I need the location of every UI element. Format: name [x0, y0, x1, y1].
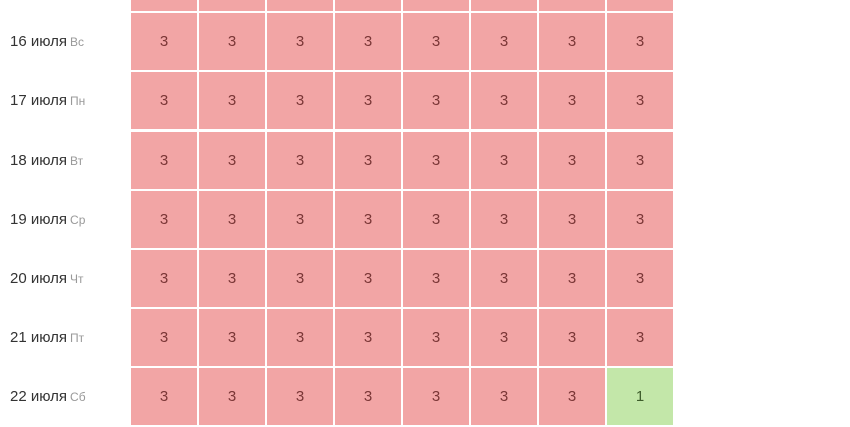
table-row: 21 июля Пт 3 3 3 3 3 3 3 3 — [0, 308, 680, 368]
slot-cell[interactable]: 3 — [198, 0, 266, 12]
slot-cell[interactable]: 3 — [606, 0, 674, 12]
slot-cell[interactable]: 3 — [538, 130, 606, 190]
table-row: 18 июля Вт 3 3 3 3 3 3 3 3 — [0, 130, 680, 190]
slot-cell[interactable]: 3 — [198, 12, 266, 72]
slot-cell[interactable]: 3 — [606, 308, 674, 368]
date-text: 16 июля — [10, 33, 68, 51]
slot-cell[interactable]: 3 — [266, 189, 334, 249]
date-text: 20 июля — [10, 270, 68, 287]
slot-cell[interactable]: 3 — [538, 249, 606, 308]
slot-cell[interactable]: 3 — [266, 12, 334, 72]
slot-cell[interactable]: 3 — [198, 308, 266, 368]
slot-cell[interactable]: 3 — [130, 12, 198, 72]
date-text: 21 июля — [10, 329, 68, 347]
date-label: 16 июля Вс — [0, 12, 128, 71]
slot-cell[interactable]: 3 — [130, 308, 198, 368]
date-label: 19 июля Ср — [0, 190, 128, 249]
slot-cell[interactable]: 3 — [606, 189, 674, 249]
date-label: 20 июля Чт — [0, 249, 128, 308]
slot-cell[interactable]: 3 — [198, 249, 266, 308]
slot-cell[interactable]: 3 — [130, 0, 198, 12]
slot-cell[interactable]: 3 — [198, 189, 266, 249]
slot-cell[interactable]: 3 — [266, 308, 334, 368]
weekday-text: Чт — [70, 272, 84, 286]
date-label: 21 июля Пт — [0, 308, 128, 367]
table-row: 19 июля Ср 3 3 3 3 3 3 3 3 — [0, 189, 680, 249]
weekday-text: Пн — [70, 94, 86, 109]
slot-cell[interactable]: 3 — [334, 367, 402, 427]
slot-cell[interactable]: 3 — [470, 12, 538, 72]
table-row: 20 июля Чт 3 3 3 3 3 3 3 3 — [0, 249, 680, 308]
table-row: 17 июля Пн 3 3 3 3 3 3 3 3 — [0, 71, 680, 131]
date-label: 17 июля Пн — [0, 71, 128, 130]
slot-cell[interactable]: 3 — [130, 249, 198, 308]
slot-cell[interactable]: 3 — [538, 12, 606, 72]
slot-cell[interactable]: 3 — [402, 249, 470, 308]
slot-cell[interactable]: 3 — [402, 367, 470, 427]
slot-cell[interactable]: 3 — [606, 130, 674, 190]
slot-cell[interactable]: 3 — [606, 249, 674, 308]
date-text: 22 июля — [10, 388, 68, 406]
slot-cell[interactable]: 3 — [334, 189, 402, 249]
slot-cell[interactable]: 3 — [538, 308, 606, 368]
slot-cell[interactable]: 3 — [130, 71, 198, 131]
slot-cell[interactable]: 3 — [334, 0, 402, 12]
weekday-text: Пт — [70, 331, 85, 346]
slot-cell[interactable]: 3 — [606, 12, 674, 72]
slot-cell[interactable]: 3 — [334, 249, 402, 308]
slot-cell[interactable]: 3 — [402, 308, 470, 368]
date-text: 18 июля — [10, 151, 68, 169]
slot-cell[interactable]: 3 — [198, 367, 266, 427]
slot-cell[interactable]: 3 — [334, 12, 402, 72]
slot-cell[interactable]: 3 — [470, 367, 538, 427]
slot-cell[interactable]: 3 — [402, 130, 470, 190]
slot-cell[interactable]: 3 — [402, 71, 470, 131]
date-label — [0, 0, 128, 12]
slot-cell[interactable]: 3 — [538, 189, 606, 249]
slot-cell[interactable]: 3 — [470, 189, 538, 249]
weekday-text: Сб — [70, 390, 86, 405]
date-text: 19 июля — [10, 210, 68, 228]
slot-cell[interactable]: 3 — [470, 249, 538, 308]
weekday-text: Вт — [70, 153, 84, 168]
slot-cell[interactable]: 3 — [538, 367, 606, 427]
slot-cell[interactable]: 3 — [470, 130, 538, 190]
slot-cell[interactable]: 1 — [606, 367, 674, 427]
slot-cell[interactable]: 3 — [470, 0, 538, 12]
slot-cell[interactable]: 3 — [130, 367, 198, 427]
slot-cell[interactable]: 3 — [402, 0, 470, 12]
slot-cell[interactable]: 3 — [402, 189, 470, 249]
slot-cell[interactable]: 3 — [334, 130, 402, 190]
date-text: 17 июля — [10, 92, 68, 110]
slot-cell[interactable]: 3 — [606, 71, 674, 131]
slot-cell[interactable]: 3 — [266, 367, 334, 427]
slot-cell[interactable]: 3 — [266, 71, 334, 131]
slot-cell[interactable]: 3 — [198, 130, 266, 190]
table-row: 22 июля Сб 3 3 3 3 3 3 3 1 — [0, 367, 680, 427]
weekday-text: Вс — [70, 35, 85, 50]
slot-cell[interactable]: 3 — [538, 71, 606, 131]
weekday-text: Ср — [70, 212, 86, 227]
date-label: 18 июля Вт — [0, 131, 128, 190]
slot-cell[interactable]: 3 — [538, 0, 606, 12]
slot-cell[interactable]: 3 — [470, 308, 538, 368]
table-row: 16 июля Вс 3 3 3 3 3 3 3 3 — [0, 12, 680, 72]
slot-cell[interactable]: 3 — [402, 12, 470, 72]
slot-cell[interactable]: 3 — [266, 0, 334, 12]
slot-cell[interactable]: 3 — [334, 308, 402, 368]
date-label: 22 июля Сб — [0, 367, 128, 426]
slot-cell[interactable]: 3 — [266, 249, 334, 308]
slot-cell[interactable]: 3 — [266, 130, 334, 190]
slot-cell[interactable]: 3 — [130, 189, 198, 249]
slot-cell[interactable]: 3 — [130, 130, 198, 190]
slot-cell[interactable]: 3 — [198, 71, 266, 131]
slot-cell[interactable]: 3 — [470, 71, 538, 131]
slot-cell[interactable]: 3 — [334, 71, 402, 131]
